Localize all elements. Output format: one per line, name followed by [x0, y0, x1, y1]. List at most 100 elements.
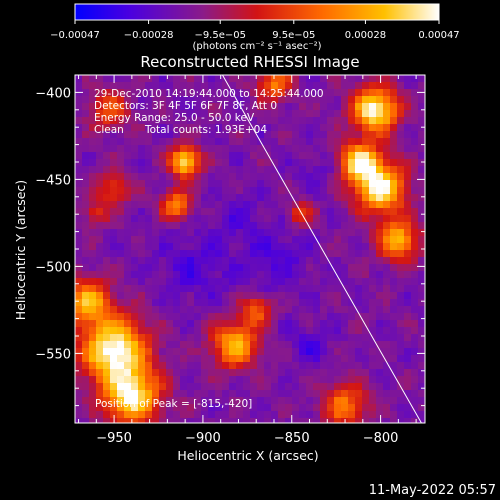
heatmap-cell	[236, 187, 244, 195]
heatmap-cell	[362, 152, 370, 160]
heatmap-cell	[187, 250, 195, 258]
heatmap-cell	[173, 152, 181, 160]
heatmap-cell	[341, 243, 349, 251]
heatmap-cell	[411, 271, 419, 279]
heatmap-cell	[257, 278, 265, 286]
heatmap-cell	[390, 341, 398, 349]
heatmap-cell	[355, 110, 363, 118]
heatmap-cell	[306, 131, 314, 139]
heatmap-cell	[404, 75, 412, 83]
heatmap-cell	[306, 96, 314, 104]
heatmap-cell	[145, 187, 153, 195]
heatmap-cell	[166, 243, 174, 251]
heatmap-cell	[271, 327, 279, 335]
heatmap-cell	[390, 327, 398, 335]
heatmap-cell	[299, 362, 307, 370]
heatmap-cell	[355, 138, 363, 146]
heatmap-cell	[271, 236, 279, 244]
heatmap-cell	[299, 376, 307, 384]
heatmap-cell	[96, 313, 104, 321]
heatmap-cell	[257, 236, 265, 244]
heatmap-cell	[243, 82, 251, 90]
heatmap-cell	[320, 173, 328, 181]
heatmap-cell	[278, 75, 286, 83]
heatmap-cell	[285, 222, 293, 230]
heatmap-cell	[299, 145, 307, 153]
heatmap-cell	[187, 355, 195, 363]
heatmap-cell	[418, 411, 425, 419]
heatmap-cell	[313, 138, 321, 146]
heatmap-cell	[383, 208, 391, 216]
heatmap-cell	[383, 250, 391, 258]
heatmap-cell	[264, 138, 272, 146]
heatmap-cell	[257, 117, 265, 125]
heatmap-cell	[131, 292, 139, 300]
heatmap-cell	[208, 341, 216, 349]
heatmap-cell	[215, 166, 223, 174]
heatmap-cell	[138, 194, 146, 202]
heatmap-cell	[299, 110, 307, 118]
heatmap-cell	[299, 194, 307, 202]
heatmap-cell	[383, 82, 391, 90]
heatmap-cell	[187, 376, 195, 384]
heatmap-cell	[131, 222, 139, 230]
heatmap-cell	[404, 82, 412, 90]
chart-title: Reconstructed RHESSI Image	[140, 53, 359, 71]
heatmap-cell	[110, 334, 118, 342]
heatmap-cell	[138, 138, 146, 146]
heatmap-cell	[411, 173, 419, 181]
heatmap-cell	[418, 348, 425, 356]
heatmap-cell	[264, 173, 272, 181]
heatmap-cell	[313, 82, 321, 90]
heatmap-cell	[383, 187, 391, 195]
heatmap-cell	[180, 362, 188, 370]
heatmap-cell	[341, 82, 349, 90]
y-axis-label: Heliocentric Y (arcsec)	[13, 180, 28, 320]
heatmap-cell	[173, 355, 181, 363]
heatmap-cell	[257, 334, 265, 342]
heatmap-cell	[341, 320, 349, 328]
heatmap-cell	[208, 187, 216, 195]
heatmap-cell	[194, 159, 202, 167]
heatmap-cell	[229, 306, 237, 314]
heatmap-cell	[208, 180, 216, 188]
heatmap-cell	[362, 299, 370, 307]
heatmap-cell	[320, 215, 328, 223]
heatmap-cell	[229, 110, 237, 118]
heatmap-cell	[124, 355, 132, 363]
heatmap-cell	[117, 145, 125, 153]
heatmap-cell	[250, 201, 258, 209]
heatmap-cell	[82, 376, 90, 384]
heatmap-cell	[257, 152, 265, 160]
heatmap-cell	[159, 110, 167, 118]
heatmap-cell	[152, 306, 160, 314]
heatmap-cell	[397, 355, 405, 363]
heatmap-cell	[348, 110, 356, 118]
heatmap-cell	[306, 369, 314, 377]
heatmap-cell	[124, 362, 132, 370]
heatmap-cell	[250, 383, 258, 391]
heatmap-cell	[82, 250, 90, 258]
heatmap-cell	[75, 341, 83, 349]
heatmap-cell	[355, 257, 363, 265]
heatmap-cell	[257, 145, 265, 153]
heatmap-cell	[299, 124, 307, 132]
heatmap-cell	[320, 131, 328, 139]
heatmap-cell	[201, 243, 209, 251]
heatmap-cell	[341, 236, 349, 244]
heatmap-cell	[250, 348, 258, 356]
heatmap-cell	[306, 278, 314, 286]
heatmap-cell	[124, 285, 132, 293]
heatmap-cell	[103, 292, 111, 300]
x-axis-tick-labels: −950 −900 −850 −800	[96, 431, 398, 446]
heatmap-cell	[236, 341, 244, 349]
heatmap-cell	[292, 194, 300, 202]
heatmap-cell	[180, 292, 188, 300]
heatmap-cell	[152, 187, 160, 195]
heatmap-cell	[404, 257, 412, 265]
heatmap-cell	[383, 292, 391, 300]
heatmap-cell	[327, 369, 335, 377]
heatmap-cell	[327, 89, 335, 97]
heatmap-cell	[257, 369, 265, 377]
heatmap-cell	[320, 236, 328, 244]
